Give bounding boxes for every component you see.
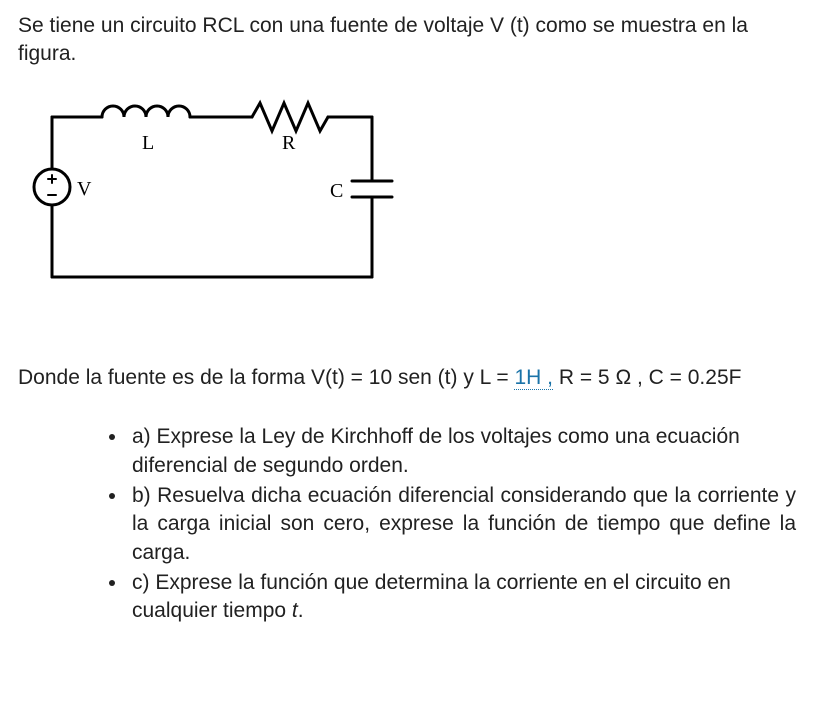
intro-text: Se tiene un circuito RCL con una fuente … — [18, 12, 796, 69]
source-label: V — [77, 178, 92, 200]
given-L-link: 1H , — [514, 366, 553, 390]
circuit-diagram: V L R C — [22, 97, 796, 302]
given-values: Donde la fuente es de la forma V(t) = 10… — [18, 362, 796, 394]
given-prefix: Donde la fuente es de la forma V(t) = 10… — [18, 366, 514, 389]
resistor-label: R — [282, 132, 296, 154]
capacitor-label: C — [330, 180, 343, 202]
question-a: a) Exprese la Ley de Kirchhoff de los vo… — [128, 423, 796, 480]
given-mid: R = 5 Ω , C = 0.25F — [553, 366, 741, 389]
questions-list: a) Exprese la Ley de Kirchhoff de los vo… — [18, 423, 796, 625]
question-b: b) Resuelva dicha ecuación diferencial c… — [128, 482, 796, 567]
inductor-label: L — [142, 132, 154, 154]
question-c-suffix: . — [298, 599, 304, 622]
question-c-prefix: c) Exprese la función que determina la c… — [132, 571, 731, 622]
question-c: c) Exprese la función que determina la c… — [128, 569, 796, 626]
